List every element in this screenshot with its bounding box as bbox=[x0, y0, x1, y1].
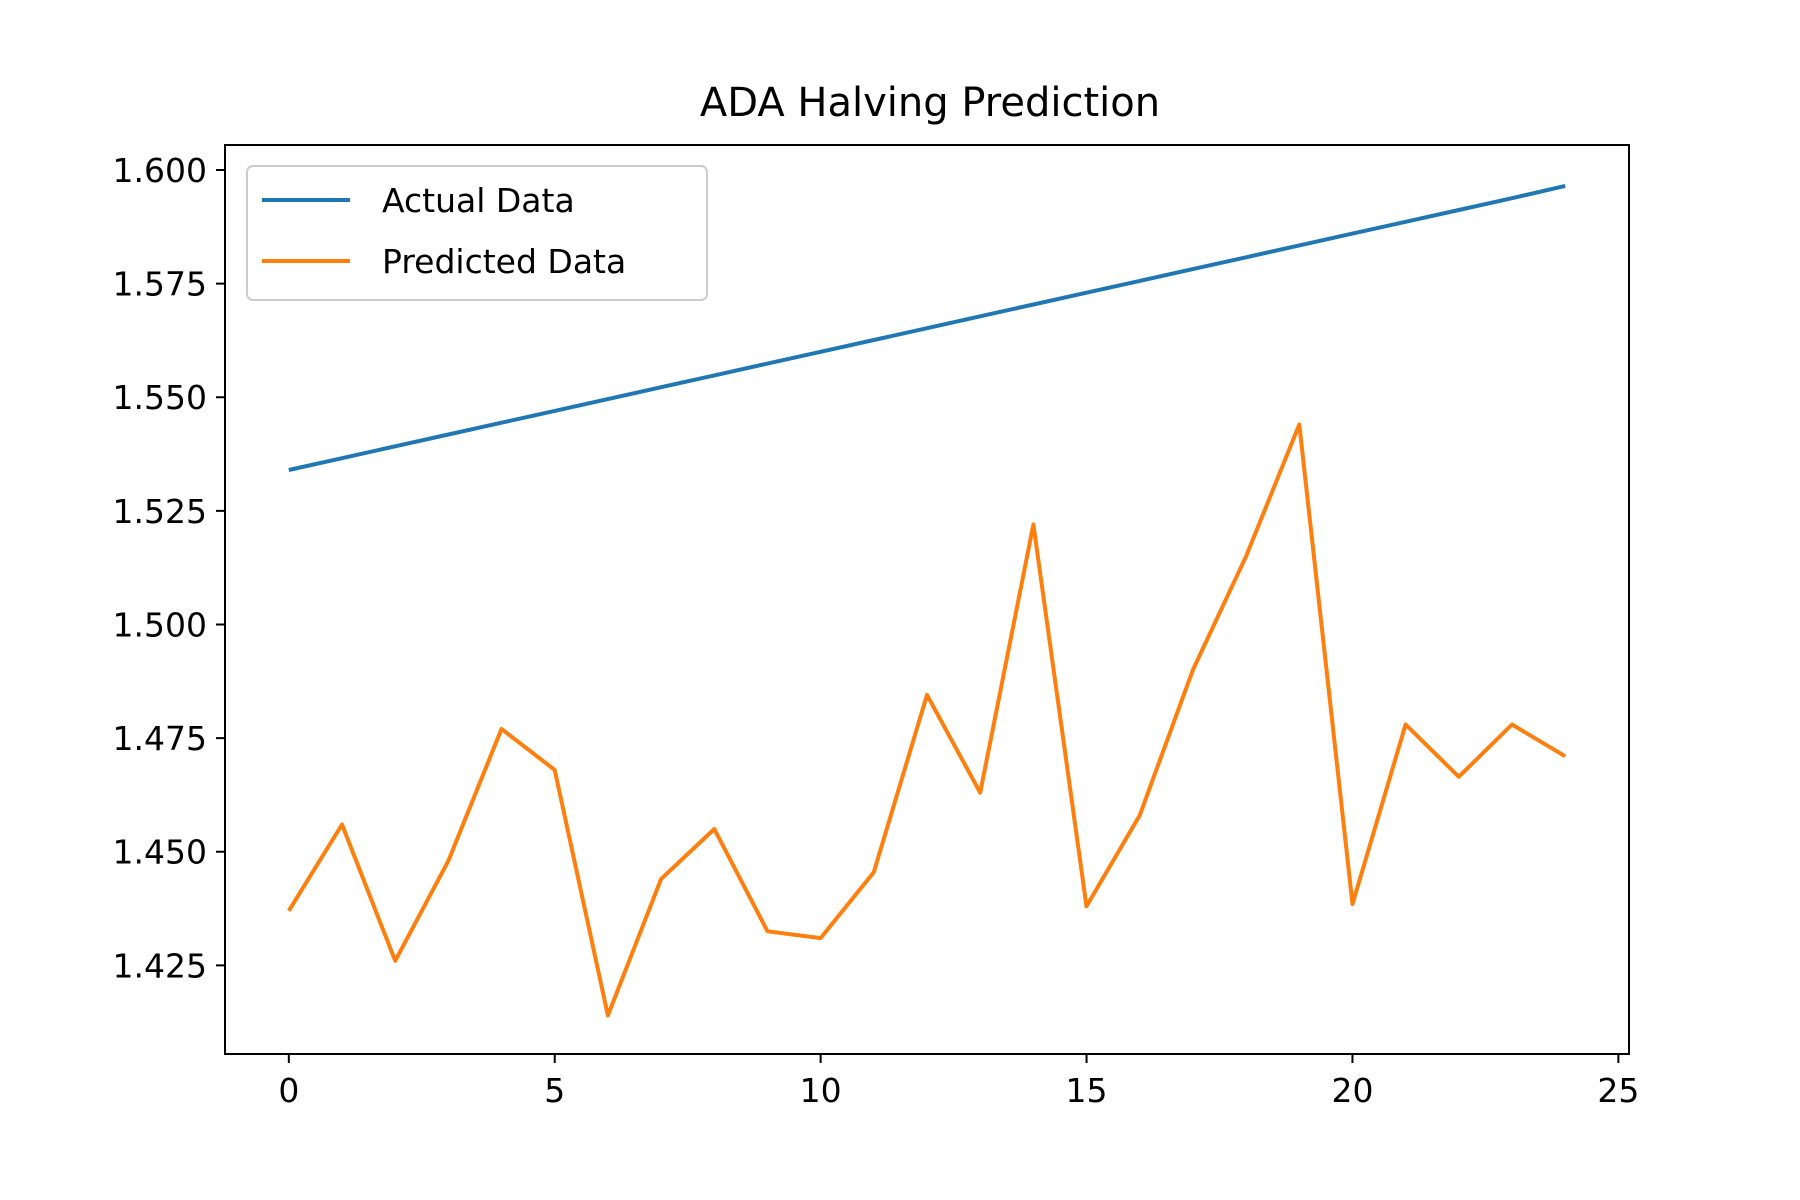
legend-box bbox=[246, 165, 708, 301]
y-tick-label: 1.525 bbox=[113, 492, 207, 531]
y-tick-label: 1.550 bbox=[113, 378, 207, 417]
x-tick-label: 15 bbox=[1066, 1071, 1108, 1110]
x-tick-label: 10 bbox=[800, 1071, 842, 1110]
x-tick-label: 25 bbox=[1597, 1071, 1639, 1110]
series-line-actual-data bbox=[288, 183, 1566, 472]
y-tick-label: 1.500 bbox=[113, 605, 207, 644]
y-tick-label: 1.575 bbox=[113, 265, 207, 304]
legend: Actual Data Predicted Data bbox=[246, 165, 708, 301]
legend-label-actual-data: Actual Data bbox=[382, 181, 575, 220]
y-tick-label: 1.450 bbox=[113, 833, 207, 872]
x-tick-label: 20 bbox=[1331, 1071, 1373, 1110]
x-tick-label: 0 bbox=[278, 1071, 299, 1110]
chart-title: ADA Halving Prediction bbox=[700, 80, 1160, 126]
series-lines bbox=[287, 183, 1567, 1018]
y-tick-label: 1.600 bbox=[113, 151, 207, 190]
y-tick-label: 1.425 bbox=[113, 946, 207, 985]
plot-frame bbox=[224, 144, 1630, 1055]
y-axis: 1.425 1.450 1.475 1.500 1.525 1.550 1.575 1.600 bbox=[113, 151, 225, 985]
y-tick-label: 1.475 bbox=[113, 719, 207, 758]
series-line-predicted-data bbox=[287, 422, 1567, 1018]
x-axis: 0 5 10 15 20 25 bbox=[278, 1054, 1639, 1110]
legend-label-predicted-data: Predicted Data bbox=[382, 242, 626, 281]
x-tick-label: 5 bbox=[544, 1071, 565, 1110]
